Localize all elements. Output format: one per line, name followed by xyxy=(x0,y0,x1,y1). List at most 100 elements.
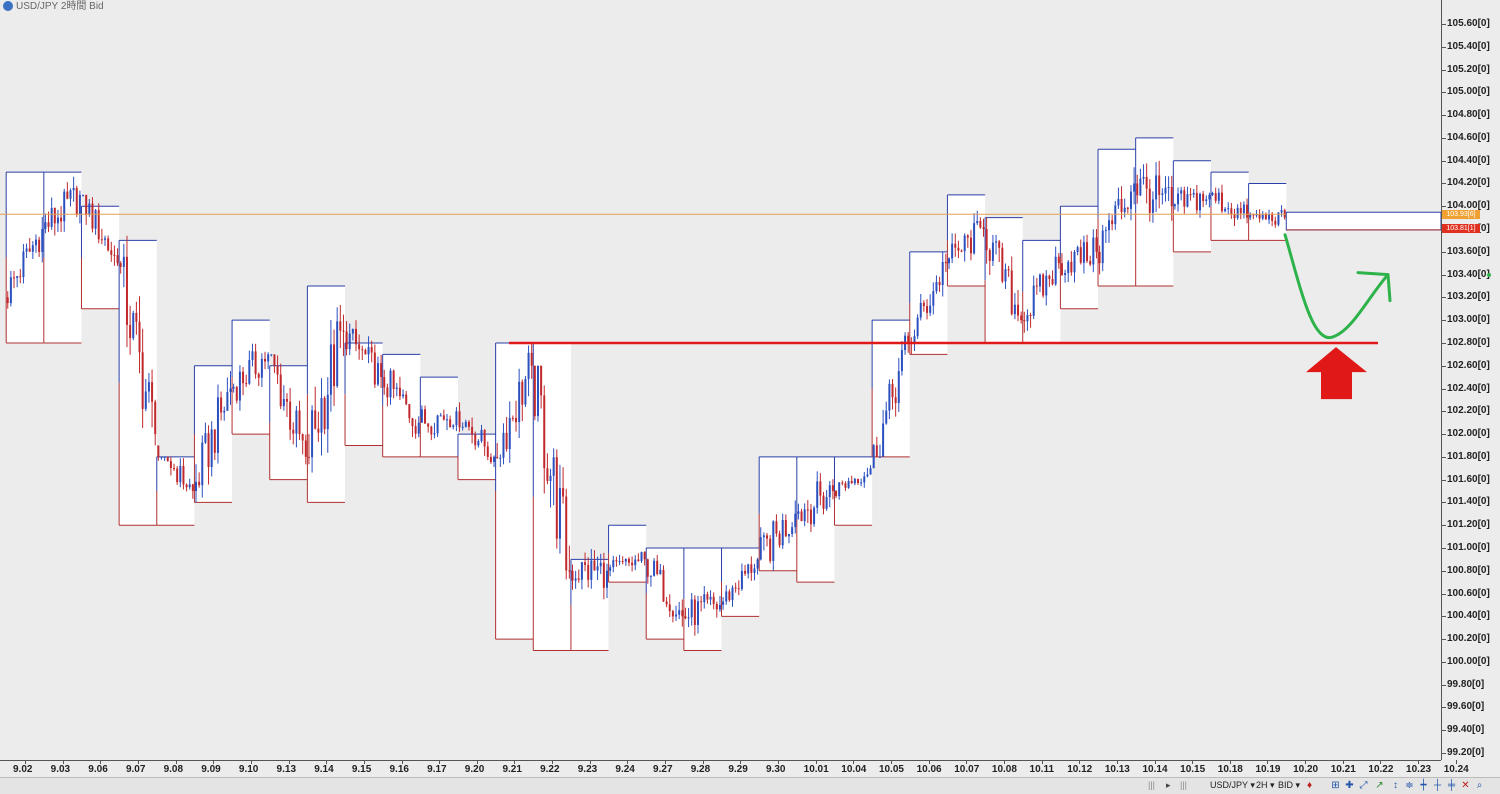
candle-body xyxy=(358,344,361,350)
candle-body xyxy=(104,238,107,240)
symbol-label: USD/JPY xyxy=(1210,780,1248,790)
candle-body xyxy=(427,423,430,427)
zoom-in-icon[interactable]: ⊞ xyxy=(1331,780,1340,791)
candle-body xyxy=(973,223,976,254)
candle-body xyxy=(34,239,37,246)
scroll-left-icon[interactable]: ||| xyxy=(1148,780,1156,790)
candle-body xyxy=(941,262,944,286)
candle-body xyxy=(540,365,543,396)
chart-plot-area[interactable] xyxy=(0,0,1441,760)
x-tick xyxy=(778,760,779,764)
forecast-arrow-head xyxy=(1356,271,1392,303)
candle-body xyxy=(1180,190,1183,194)
daily-range-boxes xyxy=(5,137,1287,651)
candle-body xyxy=(408,404,411,419)
arrow-tool-icon[interactable]: ↕ xyxy=(1393,780,1398,791)
candle-body xyxy=(857,478,860,483)
candle-body xyxy=(1173,204,1176,207)
candle-body xyxy=(543,395,546,469)
candle-body xyxy=(737,588,740,590)
candle-body xyxy=(245,383,248,385)
candle-body xyxy=(831,485,834,492)
horizontal-line-icon[interactable]: ┼ xyxy=(1433,780,1442,791)
candle-body xyxy=(759,537,762,560)
fibonacci-icon[interactable]: ≑ xyxy=(1405,780,1414,791)
y-tick-label: 102.00[0] xyxy=(1447,428,1490,440)
candle-body xyxy=(511,417,514,419)
candle-body xyxy=(1155,175,1158,200)
y-tick-label: 103.60[0] xyxy=(1447,245,1490,257)
candle-body xyxy=(590,560,593,580)
vertical-line-icon[interactable]: ┿ xyxy=(1420,780,1427,791)
candle-body xyxy=(22,251,25,278)
cursor-icon[interactable]: ⤢ xyxy=(1359,780,1368,791)
candle-body xyxy=(276,365,279,375)
x-tick xyxy=(1380,760,1382,764)
y-tick xyxy=(1442,684,1446,686)
candle-body xyxy=(1101,230,1104,264)
symbol-selector[interactable]: USD/JPY ▾ xyxy=(1210,780,1255,790)
candle-body xyxy=(204,433,207,443)
candle-body xyxy=(646,559,649,577)
up-arrow-shape xyxy=(1306,347,1367,400)
candle-body xyxy=(835,491,838,497)
candle-body xyxy=(402,394,405,397)
annotations xyxy=(0,211,1441,400)
candle-body xyxy=(951,243,954,259)
x-tick xyxy=(1267,760,1269,764)
candle-body xyxy=(1139,178,1142,196)
search-icon[interactable]: ⌕ xyxy=(1476,780,1483,791)
candle-body xyxy=(194,481,197,492)
candle-body xyxy=(483,429,486,447)
candle-body xyxy=(1195,192,1198,211)
candle-body xyxy=(907,335,910,343)
alert-marker-icon xyxy=(1487,272,1491,277)
pin-icon[interactable]: ♦ xyxy=(1306,780,1313,791)
channel-icon[interactable]: ╪ xyxy=(1447,780,1456,791)
y-tick-label: 104.20[0] xyxy=(1447,177,1490,189)
scroll-right-icon[interactable]: ▸ xyxy=(1166,780,1171,790)
x-tick xyxy=(740,760,742,764)
close-icon[interactable]: ✕ xyxy=(1461,780,1470,791)
range-box xyxy=(457,434,496,480)
candle-body xyxy=(474,434,477,446)
y-tick-label: 99.80[0] xyxy=(1447,678,1485,690)
candle-body xyxy=(800,511,803,522)
candle-body xyxy=(627,558,630,563)
x-tick-label: 9.23 xyxy=(577,764,598,775)
candle-body xyxy=(1158,175,1161,195)
candle-body xyxy=(1164,187,1167,194)
candle-body xyxy=(320,397,323,433)
candle-body xyxy=(1274,220,1277,225)
price-type-selector[interactable]: BID ▾ xyxy=(1278,780,1301,790)
candle-body xyxy=(847,481,850,488)
candle-body xyxy=(439,415,442,417)
range-box xyxy=(81,206,120,309)
range-box xyxy=(646,547,684,640)
candle-body xyxy=(536,365,539,417)
candle-body xyxy=(370,347,373,353)
candle-body xyxy=(982,227,985,230)
candle-body xyxy=(863,476,866,483)
candle-body xyxy=(555,457,558,539)
time-axis[interactable]: 9.02 9.03 9.06 9.07 9.08 9.09 9.10 9.13 9.14 9.15… xyxy=(0,760,1469,777)
crosshair-icon[interactable]: ✚ xyxy=(1345,780,1354,791)
candle-body xyxy=(173,467,176,469)
x-tick-label: 10.07 xyxy=(954,764,980,775)
candle-body xyxy=(813,507,816,525)
candle-body xyxy=(505,432,508,450)
candle-body xyxy=(700,601,703,603)
range-box xyxy=(43,172,82,343)
candle-body xyxy=(66,191,69,199)
candle-body xyxy=(279,374,282,407)
timeframe-selector[interactable]: 2H ▾ xyxy=(1256,780,1275,790)
x-tick-label: 10.05 xyxy=(878,764,904,775)
x-tick-label: 9.30 xyxy=(766,764,786,775)
price-axis[interactable]: 105.60[0] 105.40[0] 105.20[0] 105.00[0] 104.… xyxy=(1441,0,1500,760)
candle-body xyxy=(198,481,201,486)
x-tick xyxy=(213,760,215,764)
line-tool-icon[interactable]: ↗ xyxy=(1375,780,1384,791)
x-tick xyxy=(100,760,102,764)
candle-body xyxy=(1013,304,1016,315)
candle-body xyxy=(424,409,427,424)
